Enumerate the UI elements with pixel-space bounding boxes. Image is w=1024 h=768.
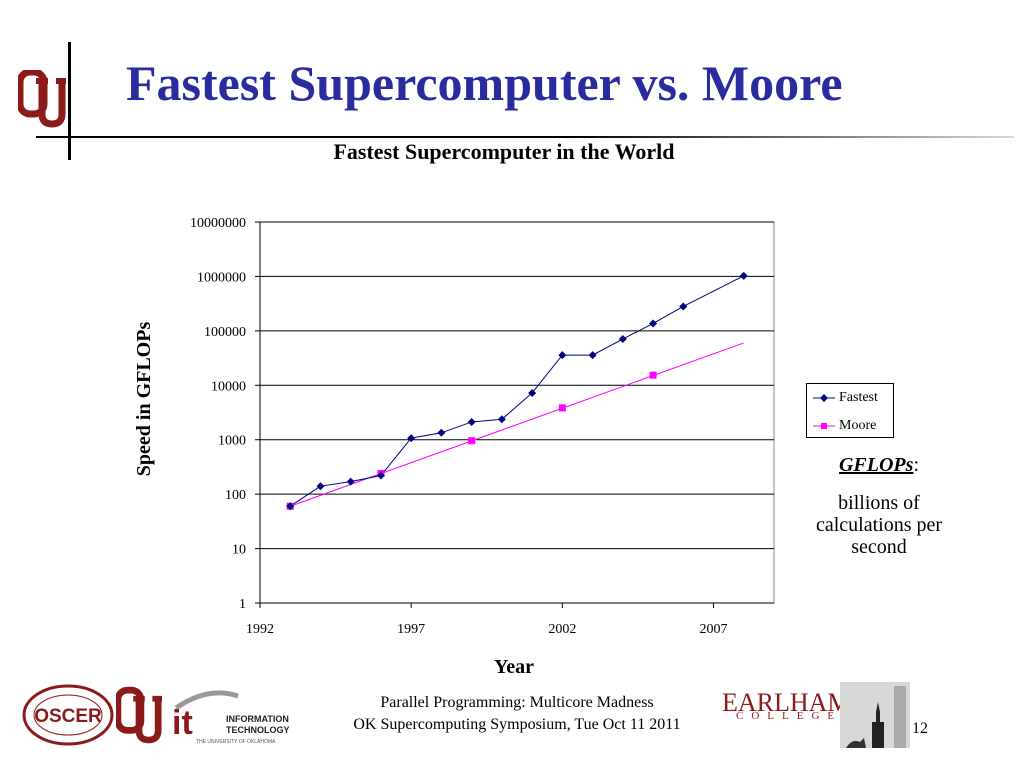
chart: Fastest Supercomputer in the World 1 10 10… xyxy=(133,139,775,678)
x-tick-label-3: 2007 xyxy=(700,622,728,637)
it-logo-mark: it xyxy=(172,704,193,742)
y-tick-label-5: 100000 xyxy=(204,325,246,340)
plot-area xyxy=(259,221,775,604)
it-logo: it INFORMATION TECHNOLOGY THE UNIVERSITY… xyxy=(172,690,290,745)
x-tick-label-1: 1997 xyxy=(397,622,425,637)
it-logo-line1: INFORMATION xyxy=(226,714,289,724)
point-fastest-0 xyxy=(286,502,295,511)
y-tick-label-3: 1000 xyxy=(218,434,246,449)
point-fastest-8 xyxy=(528,388,537,397)
point-fastest-9 xyxy=(558,351,567,360)
ou-logo-footer xyxy=(116,686,162,744)
point-fastest-12 xyxy=(649,319,658,328)
gflops-colon: : xyxy=(913,454,919,476)
gflops-definition: billions of calculations per second xyxy=(815,492,943,558)
y-tick-label-0: 1 xyxy=(239,597,246,612)
point-moore-3 xyxy=(558,404,566,412)
point-fastest-11 xyxy=(618,335,627,344)
header-horizontal-rule xyxy=(36,136,1014,138)
footer-event: OK Supercomputing Symposium, Tue Oct 11 … xyxy=(353,716,681,733)
y-tick-label-1: 10 xyxy=(232,543,246,558)
point-fastest-3 xyxy=(376,471,385,480)
slide-title: Fastest Supercomputer vs. Moore xyxy=(126,55,843,111)
x-tick-label-0: 1992 xyxy=(246,622,274,637)
legend-swatch-fastest xyxy=(813,394,835,402)
y-tick-label-6: 1000000 xyxy=(197,270,246,285)
y-tick-labels: 1 10 100 1000 10000 100000 1000000 10000000 xyxy=(190,216,246,612)
point-fastest-13 xyxy=(679,302,688,311)
axes xyxy=(259,222,774,604)
legend-item-moore: Moore xyxy=(813,417,876,435)
oscer-logo: OSCER xyxy=(22,684,114,746)
point-moore-4 xyxy=(649,371,657,379)
legend-item-fastest: Fastest xyxy=(813,389,878,407)
earlham-logo-college: COLLEGE xyxy=(736,710,843,722)
point-fastest-7 xyxy=(497,415,506,424)
y-tick-label-4: 10000 xyxy=(211,379,246,394)
chart-legend: Fastest Moore xyxy=(806,383,894,438)
point-fastest-5 xyxy=(437,428,446,437)
footer-course-title: Parallel Programming: Multicore Madness xyxy=(380,694,654,711)
legend-label-moore: Moore xyxy=(839,418,877,433)
x-tick-label-2: 2002 xyxy=(548,622,576,637)
point-moore-2 xyxy=(468,437,476,445)
page-number: 12 xyxy=(912,720,928,737)
skyline-photo xyxy=(840,682,910,748)
point-fastest-14 xyxy=(739,271,748,280)
legend-swatch-moore xyxy=(813,423,835,429)
series xyxy=(286,271,748,511)
y-tick-label-7: 10000000 xyxy=(190,216,246,231)
point-fastest-4 xyxy=(407,434,416,443)
legend-label-fastest: Fastest xyxy=(839,390,878,405)
header-vertical-rule xyxy=(68,42,71,160)
x-axis-label: Year xyxy=(494,656,534,678)
point-fastest-10 xyxy=(588,351,597,360)
oscer-logo-text: OSCER xyxy=(34,706,102,727)
point-fastest-1 xyxy=(316,482,325,491)
x-tick-labels: 1992 1997 2002 2007 xyxy=(246,622,728,637)
gflops-term: GFLOPs xyxy=(838,454,914,476)
y-axis-label: Speed in GFLOPs xyxy=(133,322,155,477)
it-logo-line2: TECHNOLOGY xyxy=(226,725,290,735)
earlham-logo-word: EARLHAM xyxy=(722,688,851,717)
point-fastest-6 xyxy=(467,417,476,426)
point-fastest-2 xyxy=(346,477,355,486)
it-logo-sub: THE UNIVERSITY OF OKLAHOMA xyxy=(196,739,276,745)
gflops-note-heading: GFLOPs: xyxy=(790,454,968,477)
y-tick-label-2: 100 xyxy=(225,488,246,503)
ou-logo xyxy=(18,70,66,128)
chart-title: Fastest Supercomputer in the World xyxy=(333,139,674,164)
